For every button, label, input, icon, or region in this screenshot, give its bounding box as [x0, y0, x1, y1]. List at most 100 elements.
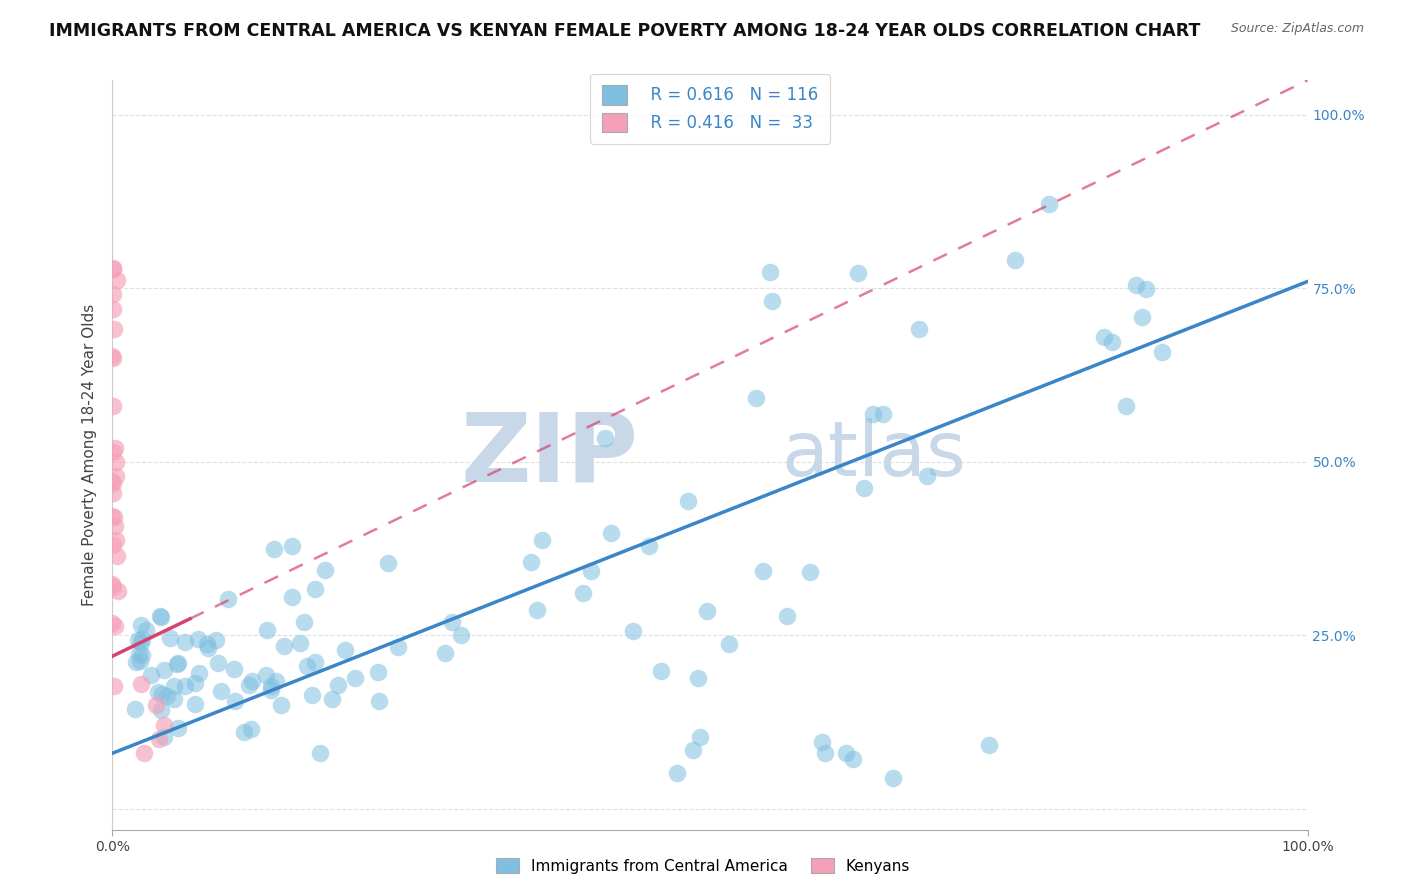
Point — [159, 631, 181, 645]
Point — [174, 679, 197, 693]
Point — [637, 539, 659, 553]
Point — [129, 617, 152, 632]
Legend:   R = 0.616   N = 116,   R = 0.416   N =  33: R = 0.616 N = 116, R = 0.416 N = 33 — [591, 74, 830, 144]
Point — [153, 663, 176, 677]
Point — [104, 468, 127, 483]
Point — [256, 624, 278, 638]
Legend: Immigrants from Central America, Kenyans: Immigrants from Central America, Kenyans — [489, 852, 917, 880]
Point — [908, 321, 931, 335]
Point — [188, 666, 211, 681]
Point — [682, 743, 704, 757]
Point — [811, 735, 834, 749]
Point — [141, 668, 163, 682]
Point — [377, 556, 399, 570]
Point — [292, 615, 315, 629]
Point — [264, 673, 287, 688]
Point — [101, 615, 124, 630]
Point — [1004, 252, 1026, 267]
Point — [105, 273, 128, 287]
Point — [163, 679, 186, 693]
Point — [104, 619, 127, 633]
Point — [1092, 330, 1115, 344]
Point — [666, 766, 689, 780]
Point — [977, 738, 1000, 752]
Point — [195, 637, 218, 651]
Point — [1130, 310, 1153, 325]
Point — [321, 692, 343, 706]
Text: ZIP: ZIP — [460, 409, 638, 501]
Point — [152, 730, 174, 744]
Point — [150, 610, 173, 624]
Point — [101, 400, 124, 414]
Point — [689, 730, 711, 744]
Point — [260, 683, 283, 698]
Point — [862, 407, 884, 421]
Point — [101, 580, 124, 594]
Point — [103, 679, 125, 693]
Y-axis label: Female Poverty Among 18-24 Year Olds: Female Poverty Among 18-24 Year Olds — [82, 304, 97, 606]
Point — [101, 349, 124, 363]
Point — [124, 702, 146, 716]
Point — [593, 431, 616, 445]
Point — [125, 655, 148, 669]
Point — [270, 698, 292, 712]
Point — [1115, 399, 1137, 413]
Point — [799, 565, 821, 579]
Point — [101, 576, 124, 591]
Point — [107, 583, 129, 598]
Point — [531, 533, 554, 547]
Point — [650, 665, 672, 679]
Point — [104, 455, 127, 469]
Point — [242, 673, 264, 688]
Point — [718, 637, 741, 651]
Point — [132, 746, 155, 760]
Point — [852, 482, 875, 496]
Point — [174, 635, 197, 649]
Point — [187, 632, 209, 647]
Point — [101, 474, 124, 488]
Point — [759, 264, 782, 278]
Point — [104, 441, 127, 455]
Point — [1135, 282, 1157, 296]
Point — [281, 590, 304, 604]
Point — [835, 747, 858, 761]
Point — [581, 564, 603, 578]
Point — [129, 654, 152, 668]
Point — [166, 656, 188, 670]
Point — [600, 526, 623, 541]
Point — [104, 533, 127, 548]
Point — [314, 563, 336, 577]
Point — [166, 657, 188, 672]
Point — [387, 640, 409, 655]
Point — [224, 662, 246, 676]
Point — [344, 671, 367, 685]
Point — [183, 697, 205, 711]
Point — [882, 771, 904, 785]
Point — [752, 564, 775, 578]
Point — [131, 632, 153, 646]
Point — [131, 648, 153, 662]
Text: IMMIGRANTS FROM CENTRAL AMERICA VS KENYAN FEMALE POVERTY AMONG 18-24 YEAR OLDS C: IMMIGRANTS FROM CENTRAL AMERICA VS KENYA… — [49, 22, 1201, 40]
Point — [101, 261, 124, 276]
Point — [103, 261, 125, 276]
Point — [301, 688, 323, 702]
Point — [872, 407, 894, 421]
Point — [297, 658, 319, 673]
Point — [224, 694, 246, 708]
Point — [127, 633, 149, 648]
Point — [281, 539, 304, 553]
Point — [263, 542, 285, 557]
Point — [145, 698, 167, 712]
Point — [105, 549, 128, 563]
Point — [520, 555, 543, 569]
Point — [103, 486, 125, 500]
Point — [304, 655, 326, 669]
Point — [335, 643, 357, 657]
Point — [450, 628, 472, 642]
Point — [197, 640, 219, 655]
Point — [309, 746, 332, 760]
Point — [232, 725, 254, 739]
Point — [526, 603, 548, 617]
Point — [103, 322, 125, 336]
Point — [696, 604, 718, 618]
